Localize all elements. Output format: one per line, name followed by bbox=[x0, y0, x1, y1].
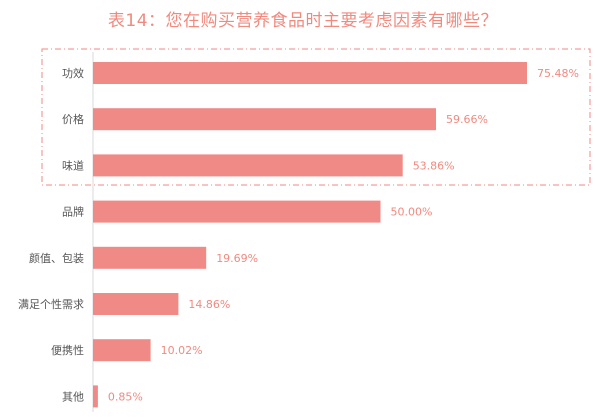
bar-5 bbox=[93, 293, 179, 315]
bar-3 bbox=[93, 200, 381, 223]
value-label-3: 50.00% bbox=[391, 206, 433, 219]
category-label-6: 便携性 bbox=[51, 343, 84, 357]
category-label-7: 其他 bbox=[62, 390, 84, 403]
bar-7 bbox=[93, 385, 98, 408]
value-label-0: 75.48% bbox=[537, 67, 579, 80]
bar-0 bbox=[93, 62, 527, 84]
value-label-6: 10.02% bbox=[161, 344, 203, 357]
value-label-1: 59.66% bbox=[446, 113, 488, 126]
value-labels: 75.48% 59.66% 53.86% 50.00% 19.69% 14.86% 10.0… bbox=[108, 67, 579, 403]
highlight-box bbox=[41, 48, 591, 186]
value-label-5: 14.86% bbox=[188, 298, 230, 311]
chart-title: 表14：您在购买营养食品时主要考虑因素有哪些？ bbox=[107, 11, 499, 31]
category-label-2: 味道 bbox=[62, 158, 84, 172]
category-label-1: 价格 bbox=[62, 112, 84, 126]
bars-group bbox=[93, 62, 527, 408]
bar-1 bbox=[93, 108, 436, 131]
category-label-0: 功效 bbox=[62, 66, 84, 80]
value-label-2: 53.86% bbox=[413, 159, 455, 172]
bar-2 bbox=[93, 154, 403, 177]
value-label-7: 0.85% bbox=[108, 390, 143, 403]
bar-6 bbox=[93, 339, 151, 362]
category-label-5: 满足个性需求 bbox=[18, 297, 84, 311]
category-label-3: 品牌 bbox=[62, 205, 84, 219]
bar-4 bbox=[93, 246, 207, 269]
category-label-4: 颜值、包装 bbox=[29, 252, 84, 265]
value-label-4: 19.69% bbox=[216, 252, 258, 265]
